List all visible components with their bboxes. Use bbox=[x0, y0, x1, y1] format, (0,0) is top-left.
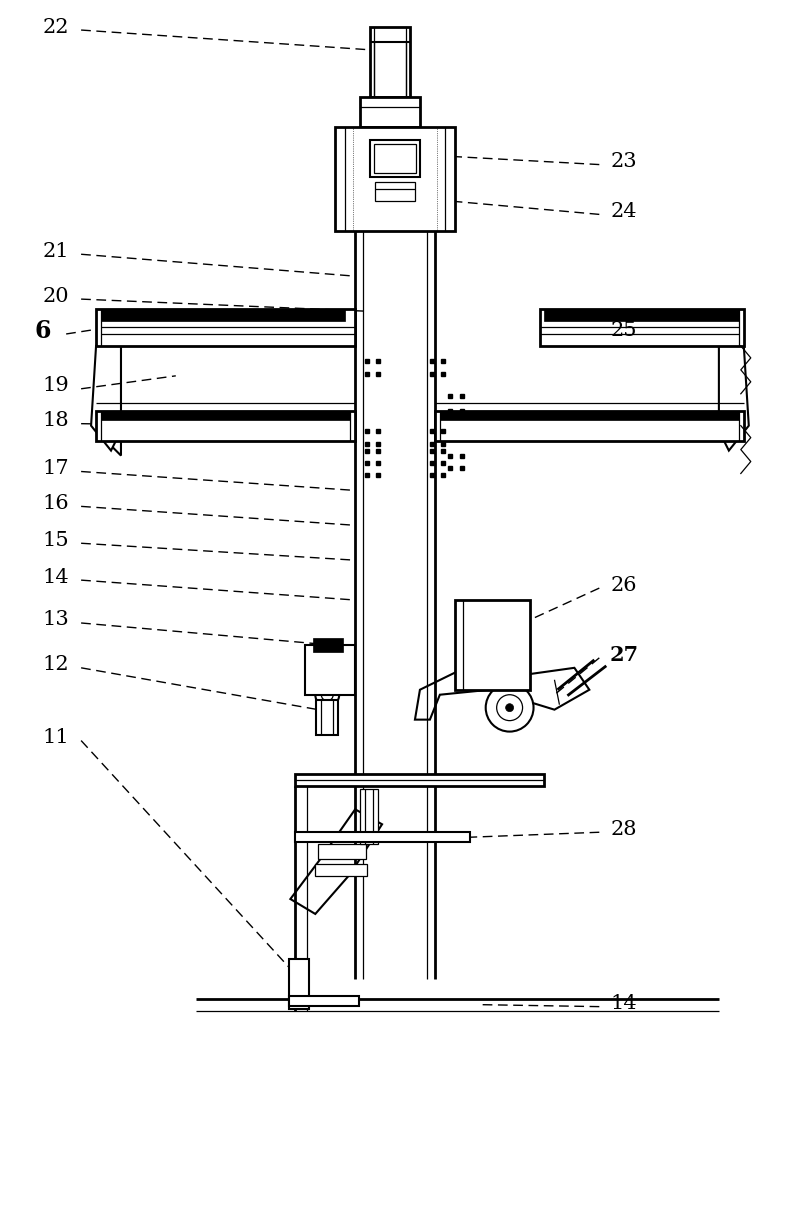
Bar bbox=[290, 995, 359, 1006]
Polygon shape bbox=[415, 668, 590, 720]
Bar bbox=[375, 182, 415, 202]
Bar bbox=[316, 700, 338, 734]
Bar bbox=[96, 309, 355, 346]
Text: 24: 24 bbox=[611, 202, 638, 221]
Text: 11: 11 bbox=[43, 728, 70, 747]
Text: 13: 13 bbox=[43, 610, 70, 630]
Bar bbox=[370, 140, 420, 177]
Text: 21: 21 bbox=[43, 242, 70, 261]
Bar bbox=[295, 833, 470, 843]
Circle shape bbox=[506, 704, 514, 712]
Bar bbox=[295, 775, 545, 786]
Bar bbox=[306, 645, 355, 695]
Bar bbox=[370, 27, 410, 97]
Text: 26: 26 bbox=[611, 576, 638, 594]
Bar bbox=[377, 215, 385, 224]
Bar bbox=[539, 309, 744, 346]
Text: 16: 16 bbox=[43, 494, 70, 513]
Bar bbox=[435, 411, 744, 440]
Bar bbox=[405, 215, 413, 224]
Polygon shape bbox=[96, 346, 121, 455]
Circle shape bbox=[497, 695, 522, 721]
Bar bbox=[315, 865, 367, 876]
Text: 19: 19 bbox=[43, 376, 70, 395]
Bar bbox=[360, 97, 420, 127]
Text: 17: 17 bbox=[43, 459, 70, 478]
Bar bbox=[318, 844, 366, 859]
Circle shape bbox=[486, 684, 534, 732]
Bar bbox=[335, 127, 455, 231]
Bar bbox=[360, 790, 378, 844]
Text: 25: 25 bbox=[611, 321, 638, 341]
Polygon shape bbox=[290, 809, 382, 914]
Bar bbox=[314, 638, 343, 652]
Text: 22: 22 bbox=[43, 17, 70, 37]
Text: 14: 14 bbox=[43, 567, 70, 587]
Bar bbox=[440, 411, 739, 419]
Bar bbox=[101, 411, 350, 419]
Text: 27: 27 bbox=[610, 645, 638, 665]
Text: 6: 6 bbox=[35, 319, 51, 343]
Text: 23: 23 bbox=[611, 153, 638, 171]
Bar bbox=[455, 600, 530, 690]
Polygon shape bbox=[91, 346, 121, 450]
Bar bbox=[545, 309, 739, 321]
Bar bbox=[290, 959, 310, 1009]
Text: 14: 14 bbox=[611, 994, 638, 1014]
Text: 12: 12 bbox=[43, 656, 70, 674]
Text: 28: 28 bbox=[611, 819, 638, 839]
Text: 20: 20 bbox=[43, 287, 70, 305]
Text: 15: 15 bbox=[43, 531, 70, 550]
Polygon shape bbox=[719, 346, 749, 450]
Circle shape bbox=[322, 689, 334, 701]
Text: 18: 18 bbox=[43, 411, 70, 430]
Circle shape bbox=[315, 683, 339, 707]
Bar bbox=[96, 411, 355, 440]
Bar bbox=[374, 144, 416, 172]
Bar bbox=[101, 309, 345, 321]
